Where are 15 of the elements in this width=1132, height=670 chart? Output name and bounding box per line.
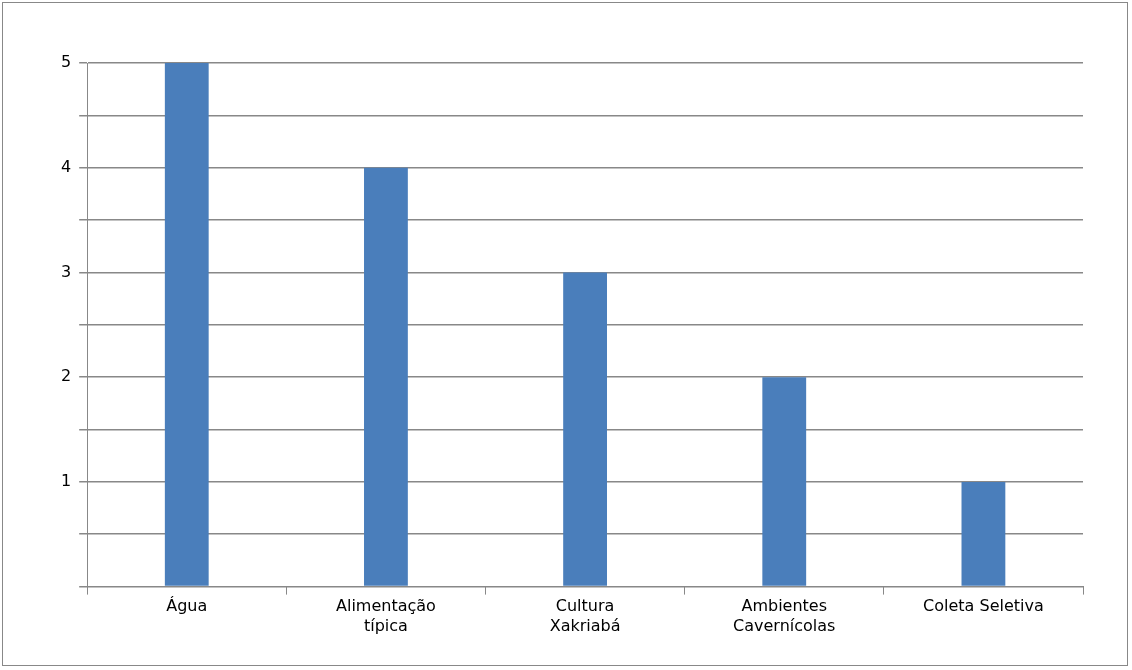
bar xyxy=(164,63,209,586)
y-tick-label: 4 xyxy=(60,156,72,176)
x-tick-label: Ambientes Cavernícolas xyxy=(733,596,836,635)
x-tick-label: Alimentação típica xyxy=(335,596,436,635)
y-tick-label: 3 xyxy=(60,261,72,281)
bar xyxy=(961,481,1006,586)
x-tick-label: Cultura Xakriabá xyxy=(549,596,621,635)
y-tick-label: 1 xyxy=(60,471,72,491)
x-tick-label: Água xyxy=(166,596,208,616)
bar xyxy=(563,272,607,586)
x-tick-label: Coleta Seletiva xyxy=(923,596,1044,616)
bar xyxy=(364,167,408,586)
y-tick-label: 2 xyxy=(60,366,72,386)
y-tick-label: 5 xyxy=(60,52,72,72)
bar xyxy=(762,377,807,586)
